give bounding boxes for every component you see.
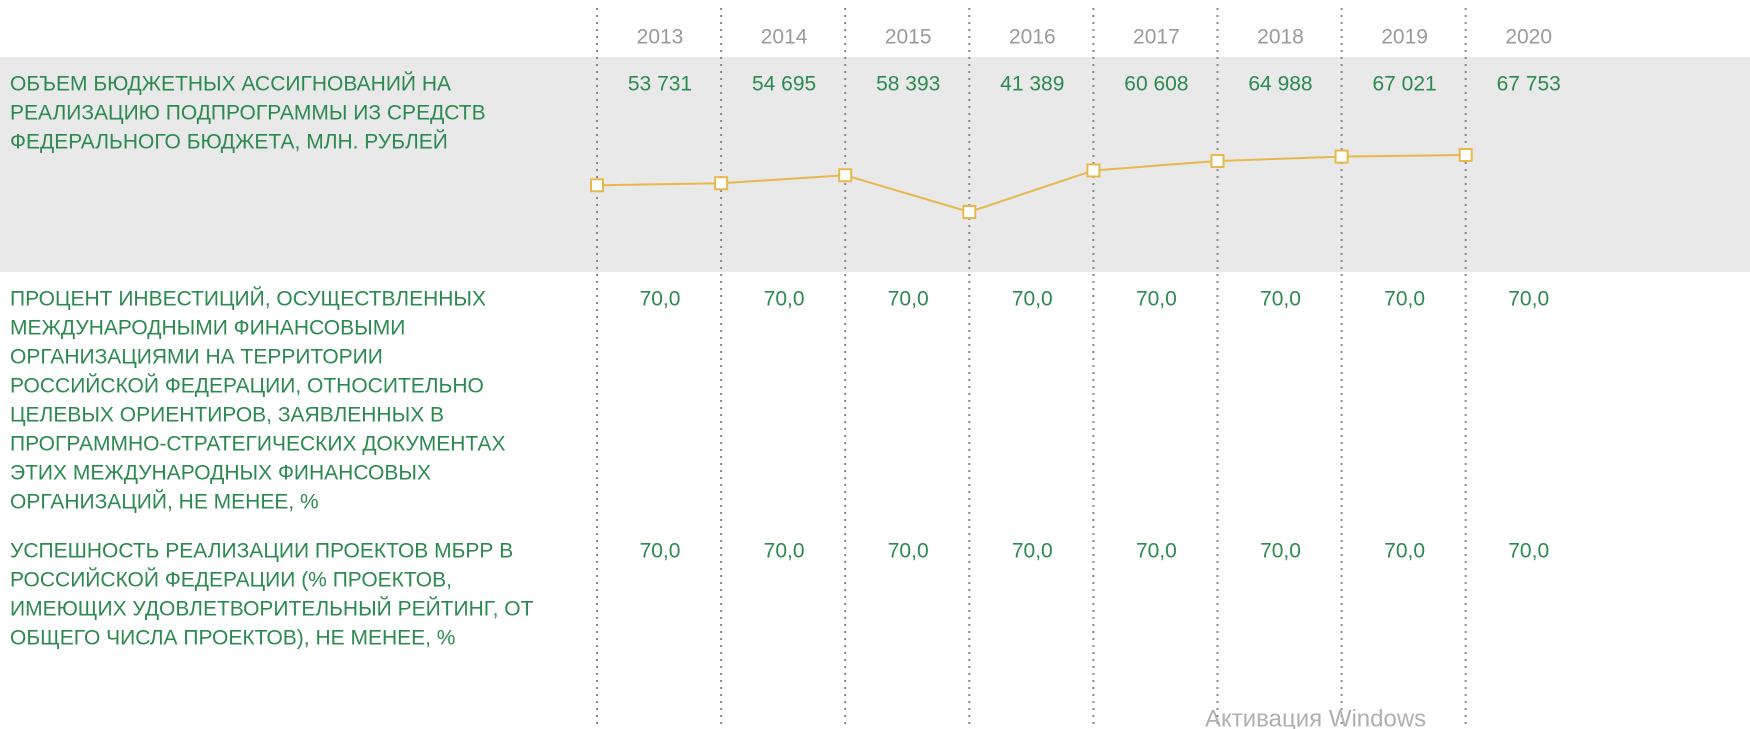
cell-value: 53 731 [628,73,692,96]
year-header: 2020 [1505,26,1552,49]
cell-value: 70,0 [1136,540,1177,563]
row-label: УСПЕШНОСТЬ РЕАЛИЗАЦИИ ПРОЕКТОВ МБРР В [10,540,513,563]
row-label: РОССИЙСКОЙ ФЕДЕРАЦИИ, ОТНОСИТЕЛЬНО [10,374,484,398]
year-header: 2013 [637,26,684,49]
row-label: ФЕДЕРАЛЬНОГО БЮДЖЕТА, МЛН. РУБЛЕЙ [10,130,448,154]
cell-value: 70,0 [1136,288,1177,311]
row-label: ЦЕЛЕВЫХ ОРИЕНТИРОВ, ЗАЯВЛЕННЫХ В [10,404,444,427]
cell-value: 70,0 [1260,288,1301,311]
sparkline-point [838,168,853,183]
sparkline-point [962,205,977,219]
cell-value: 70,0 [764,540,805,563]
cell-value: 58 393 [876,73,940,96]
cell-value: 70,0 [764,288,805,311]
row-label: МЕЖДУНАРОДНЫМИ ФИНАНСОВЫМИ [10,317,405,340]
sparkline-point [590,178,604,193]
row-label: ОРГАНИЗАЦИЯМИ НА ТЕРРИТОРИИ [10,346,383,369]
cell-value: 70,0 [1508,288,1549,311]
row-label: ПРОЦЕНТ ИНВЕСТИЦИЙ, ОСУЩЕСТВЛЕННЫХ [10,287,486,311]
cell-value: 70,0 [1384,540,1425,563]
year-header: 2014 [761,26,808,49]
year-header: 2016 [1009,26,1056,49]
row-band [0,57,1750,272]
row-label: ОБЪЕМ БЮДЖЕТНЫХ АССИГНОВАНИЙ НА [10,72,451,96]
cell-value: 70,0 [1384,288,1425,311]
cell-value: 60 608 [1124,73,1188,96]
row-label: РОССИЙСКОЙ ФЕДЕРАЦИИ (% ПРОЕКТОВ, [10,568,452,592]
year-header: 2017 [1133,26,1180,49]
cell-value: 70,0 [1260,540,1301,563]
row-label: ОРГАНИЗАЦИЙ, НЕ МЕНЕЕ, % [10,490,319,514]
row-label: ИМЕЮЩИХ УДОВЛЕТВОРИТЕЛЬНЫЙ РЕЙТИНГ, ОТ [10,597,534,621]
row-label: ОБЩЕГО ЧИСЛА ПРОЕКТОВ), НЕ МЕНЕЕ, % [10,627,455,650]
cell-value: 54 695 [752,73,816,96]
cell-value: 70,0 [1508,540,1549,563]
sparkline [596,154,1466,214]
cell-value: 67 753 [1497,73,1561,96]
cell-value: 70,0 [1012,288,1053,311]
year-header: 2018 [1257,26,1304,49]
row-label: РЕАЛИЗАЦИЮ ПОДПРОГРАММЫ ИЗ СРЕДСТВ [10,102,486,125]
cell-value: 70,0 [888,288,929,311]
sparkline-point [1334,149,1349,164]
watermark: Активация Windows [1205,705,1426,729]
sparkline-point [1210,153,1225,168]
row-label: ЭТИХ МЕЖДУНАРОДНЫХ ФИНАНСОВЫХ [10,462,431,485]
sparkline-point [714,176,729,191]
cell-value: 41 389 [1000,73,1064,96]
cell-value: 70,0 [640,288,681,311]
sparkline-point [1458,148,1473,162]
cell-value: 70,0 [1012,540,1053,563]
year-header: 2015 [885,26,932,49]
row-label: ПРОГРАММНО-СТРАТЕГИЧЕСКИХ ДОКУМЕНТАХ [10,433,506,456]
cell-value: 70,0 [888,540,929,563]
sparkline-point [1086,163,1101,178]
cell-value: 67 021 [1372,73,1436,96]
year-header: 2019 [1381,26,1428,49]
cell-value: 70,0 [640,540,681,563]
cell-value: 64 988 [1248,73,1312,96]
